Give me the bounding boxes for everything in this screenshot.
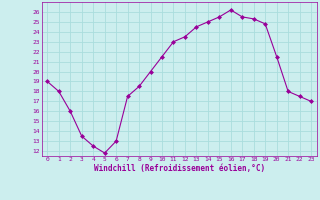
X-axis label: Windchill (Refroidissement éolien,°C): Windchill (Refroidissement éolien,°C) <box>94 164 265 173</box>
